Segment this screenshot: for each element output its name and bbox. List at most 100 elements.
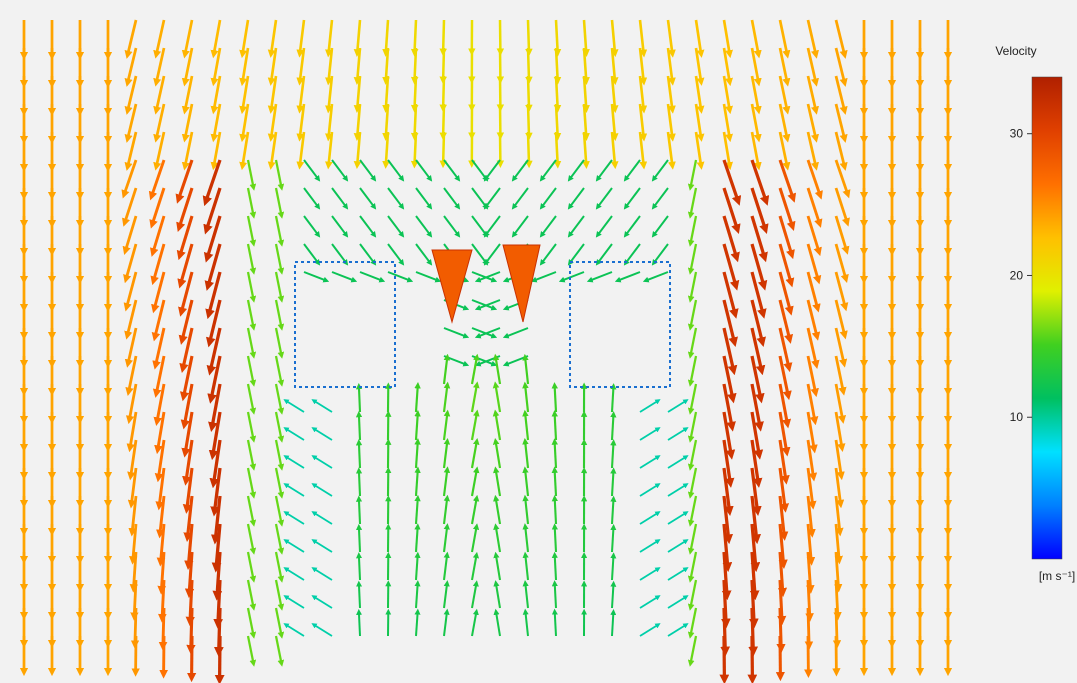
velocity-arrow <box>148 159 166 201</box>
velocity-arrow <box>493 608 501 637</box>
velocity-arrow <box>493 523 502 553</box>
velocity-arrow <box>721 551 732 601</box>
velocity-arrow <box>722 467 734 517</box>
velocity-arrow <box>474 271 501 283</box>
velocity-arrow <box>274 467 285 499</box>
velocity-arrow <box>638 19 648 58</box>
velocity-arrow <box>121 159 138 199</box>
velocity-arrow <box>778 299 794 344</box>
velocity-arrow <box>551 523 558 553</box>
velocity-arrow <box>296 47 306 86</box>
velocity-arrow <box>687 411 698 443</box>
velocity-arrow <box>359 271 386 283</box>
velocity-arrow <box>246 411 257 443</box>
velocity-arrow <box>283 623 305 637</box>
velocity-arrow <box>443 187 461 210</box>
velocity-arrow <box>470 409 480 441</box>
velocity-arrow <box>806 467 817 510</box>
velocity-arrow <box>359 159 377 182</box>
velocity-arrow <box>246 271 257 303</box>
velocity-arrow <box>212 551 223 601</box>
velocity-arrow <box>210 47 222 87</box>
velocity-arrow <box>834 439 845 481</box>
right-jet <box>502 244 541 323</box>
velocity-arrow <box>470 494 480 525</box>
velocity-arrow <box>610 131 619 170</box>
velocity-arrow <box>623 215 641 238</box>
velocity-arrow <box>610 495 617 525</box>
velocity-arrow <box>582 131 590 169</box>
velocity-arrow <box>210 75 222 115</box>
velocity-arrow <box>722 327 738 376</box>
velocity-arrow <box>551 608 558 637</box>
velocity-arrow <box>539 215 557 238</box>
velocity-arrow <box>522 466 530 497</box>
velocity-arrow <box>246 187 257 219</box>
vector-field-plot <box>19 19 953 683</box>
velocity-arrow <box>471 159 489 182</box>
velocity-arrow <box>610 411 617 441</box>
velocity-arrow <box>639 511 661 525</box>
velocity-arrow <box>610 47 619 86</box>
velocity-arrow <box>687 271 698 303</box>
velocity-arrow <box>834 19 848 59</box>
velocity-arrow <box>511 187 529 210</box>
velocity-arrow <box>806 411 818 454</box>
velocity-arrow <box>687 299 698 331</box>
velocity-arrow <box>387 243 405 266</box>
velocity-arrow <box>359 187 377 210</box>
velocity-arrow <box>778 271 794 316</box>
velocity-arrow <box>778 215 795 260</box>
velocity-arrow <box>483 187 501 210</box>
velocity-arrow <box>687 607 698 639</box>
velocity-arrow <box>833 579 842 621</box>
velocity-arrow <box>667 483 689 497</box>
velocity-arrow <box>153 47 166 87</box>
velocity-arrow <box>778 439 790 485</box>
velocity-arrow <box>355 467 363 497</box>
velocity-arrow <box>382 75 390 113</box>
velocity-arrow <box>750 131 762 171</box>
left-block <box>294 261 396 388</box>
velocity-arrow <box>610 467 617 497</box>
velocity-arrow <box>582 103 590 141</box>
velocity-arrow <box>694 131 705 170</box>
velocity-arrow <box>331 215 349 238</box>
velocity-arrow <box>208 383 222 433</box>
velocity-arrow <box>778 187 796 231</box>
velocity-arrow <box>834 271 849 312</box>
velocity-arrow <box>750 299 766 348</box>
velocity-arrow <box>128 495 138 537</box>
velocity-arrow <box>778 19 791 59</box>
velocity-arrow <box>331 187 349 210</box>
velocity-arrow <box>239 47 250 87</box>
velocity-arrow <box>125 383 138 425</box>
velocity-arrow <box>722 187 741 235</box>
velocity-arrow <box>410 47 419 85</box>
velocity-arrow <box>667 427 689 441</box>
velocity-arrow <box>623 187 641 210</box>
velocity-arrow <box>151 271 166 314</box>
velocity-arrow <box>246 551 257 583</box>
velocity-arrow <box>274 607 285 639</box>
velocity-arrow <box>283 511 305 525</box>
velocity-arrow <box>687 383 698 415</box>
velocity-arrow <box>127 439 138 481</box>
velocity-arrow <box>553 75 562 113</box>
velocity-arrow <box>356 580 363 609</box>
velocity-arrow <box>722 19 733 59</box>
velocity-arrow <box>778 495 789 541</box>
velocity-arrow <box>207 355 222 404</box>
velocity-arrow <box>639 399 661 413</box>
velocity-arrow <box>525 103 533 141</box>
colorbar-unit: [m s⁻¹] <box>1039 569 1075 583</box>
velocity-arrow <box>181 131 194 171</box>
velocity-arrow <box>239 131 250 171</box>
velocity-arrow <box>722 243 740 291</box>
velocity-arrow <box>470 523 480 553</box>
velocity-arrow <box>439 131 447 169</box>
velocity-arrow <box>149 215 166 257</box>
velocity-arrow <box>123 243 138 284</box>
velocity-arrow <box>722 47 733 87</box>
velocity-arrow <box>442 608 450 637</box>
